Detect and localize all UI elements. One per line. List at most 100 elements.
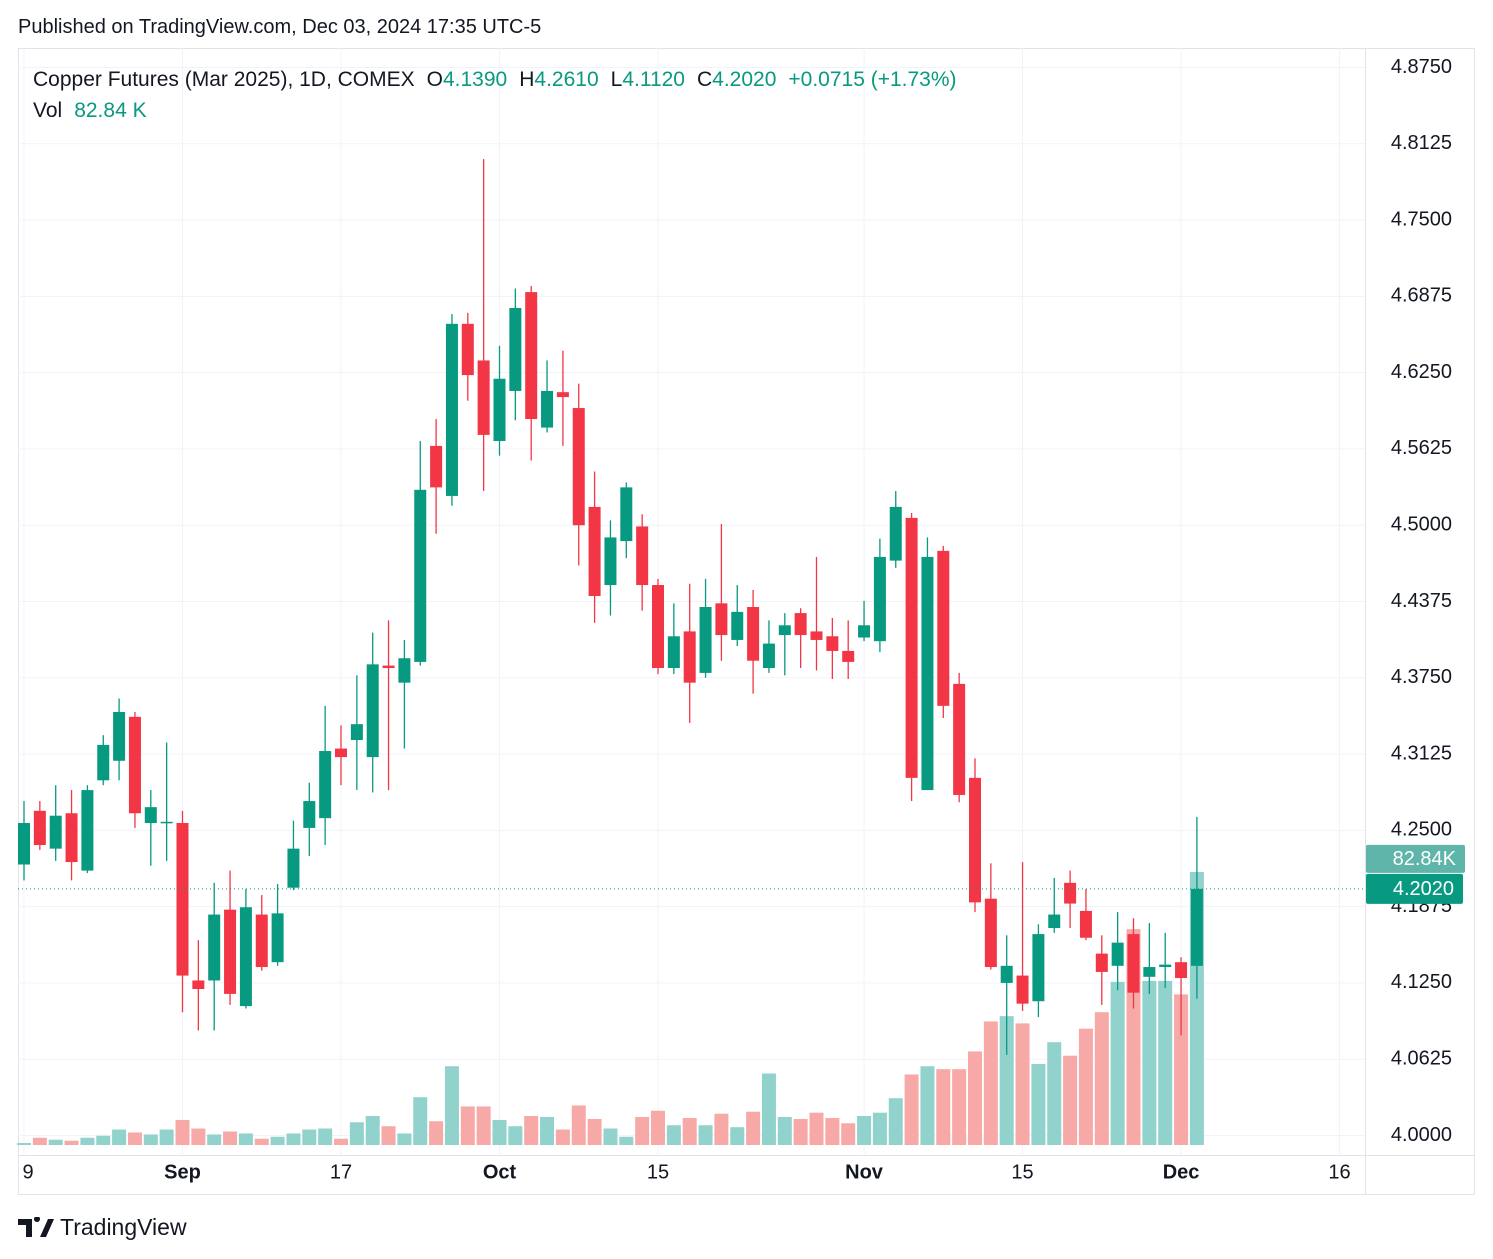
volume-bar (159, 1129, 174, 1145)
volume-bar (96, 1135, 111, 1145)
candle-body (556, 392, 569, 398)
published-note: Published on TradingView.com, Dec 03, 20… (18, 16, 542, 38)
legend-row: Copper Futures (Mar 2025), 1D, COMEX O4.1… (33, 64, 957, 95)
candle-body (794, 613, 807, 636)
candle-body (33, 810, 46, 845)
volume-bar (270, 1136, 285, 1145)
candle-body (984, 898, 997, 968)
volume-bar (555, 1129, 570, 1145)
legend-key: H (519, 68, 535, 91)
legend: Copper Futures (Mar 2025), 1D, COMEX O4.1… (33, 64, 957, 126)
volume-bar (191, 1128, 206, 1145)
volume-bar (334, 1138, 348, 1145)
y-tick-label: 4.0625 (1391, 1047, 1452, 1069)
volume-bar (952, 1069, 967, 1145)
legend-value: 4.1120 (622, 68, 685, 91)
volume-bar (238, 1133, 253, 1145)
volume-bar (524, 1115, 539, 1145)
candle-body (493, 378, 506, 442)
volume-bar (666, 1125, 681, 1145)
candle-body (271, 913, 284, 963)
legend-key: O (426, 68, 443, 91)
volume-bar (17, 1143, 31, 1145)
candle-body (144, 807, 157, 824)
candle-body (414, 489, 427, 662)
x-tick-label: Oct (483, 1161, 517, 1183)
volume-bar (540, 1116, 555, 1145)
volume-bar (857, 1115, 872, 1145)
y-tick-label: 4.8750 (1391, 56, 1452, 78)
volume-bar (286, 1133, 301, 1145)
candle-body (762, 643, 775, 669)
candle-body (49, 815, 62, 849)
candle-body (97, 744, 110, 781)
x-tick-label: Nov (845, 1161, 884, 1183)
candle-body (1048, 914, 1061, 928)
x-tick-label: 17 (330, 1161, 352, 1183)
volume-bar (80, 1137, 95, 1145)
volume-bar (968, 1051, 982, 1145)
legend-value: 4.2020 (712, 68, 777, 91)
y-tick-label: 4.7500 (1391, 208, 1452, 230)
volume-bar (492, 1119, 507, 1145)
volume-bar (460, 1106, 475, 1145)
y-tick-label: 4.0000 (1391, 1124, 1452, 1146)
candle-body (18, 823, 30, 865)
price-tag-label: 4.2020 (1393, 878, 1454, 900)
volume-bar (1031, 1063, 1046, 1145)
volume-bar (1047, 1042, 1062, 1145)
volume-bar (381, 1126, 396, 1145)
volume-bar (1142, 980, 1157, 1145)
y-tick-label: 4.4375 (1391, 590, 1452, 612)
candle-body (303, 801, 316, 828)
candle-body (873, 556, 886, 642)
x-tick-label: Dec (1163, 1161, 1200, 1183)
volume-bar (1094, 1012, 1109, 1145)
candle-body (366, 664, 379, 758)
volume-bar (1015, 1023, 1030, 1145)
candle-body (239, 907, 252, 1007)
candle-body (128, 716, 141, 814)
candle-body (810, 631, 823, 640)
candle-body (842, 650, 855, 662)
candle-body (588, 506, 601, 597)
candle-body (1000, 965, 1013, 983)
candle-body (461, 323, 474, 376)
candle-body (683, 631, 696, 683)
candle-body (1032, 934, 1045, 1002)
y-tick-label: 4.5000 (1391, 513, 1452, 535)
candle-body (113, 711, 126, 761)
candle-body (192, 980, 205, 990)
volume-bar (682, 1117, 697, 1145)
candle-body (477, 360, 490, 435)
volume-bar (872, 1112, 887, 1145)
candle-body (937, 550, 950, 706)
y-tick-label: 4.2500 (1391, 819, 1452, 841)
volume-bar (48, 1139, 63, 1145)
candle-body (1175, 962, 1188, 979)
y-tick-label: 4.5625 (1391, 437, 1452, 459)
candle-body (953, 683, 966, 795)
candle-body (1190, 888, 1203, 966)
volume-bar (888, 1098, 903, 1145)
candle-body (335, 748, 347, 758)
volume-bar (1158, 980, 1173, 1145)
y-tick-label: 4.1250 (1391, 971, 1452, 993)
candle-body (667, 636, 680, 669)
volume-bar (714, 1113, 729, 1145)
y-tick-label: 4.8125 (1391, 132, 1452, 154)
volume-tag (1366, 844, 1465, 873)
legend-row: Vol 82.84 K (33, 95, 957, 126)
volume-bar (635, 1116, 650, 1145)
candle-body (1127, 934, 1140, 993)
candle-body (1143, 967, 1156, 977)
candle-body (905, 517, 918, 778)
candle-body (731, 611, 744, 640)
volume-bar (1078, 1028, 1093, 1145)
candle-body (350, 724, 363, 741)
volume-bar (175, 1119, 190, 1145)
candle-body (176, 823, 189, 976)
brand: TradingView (18, 1214, 187, 1241)
